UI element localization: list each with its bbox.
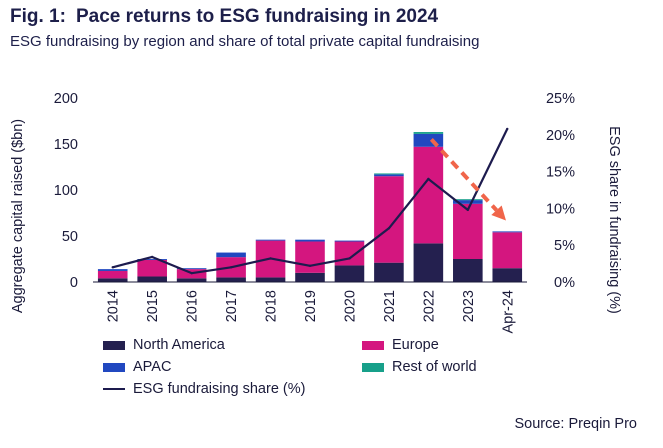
- y2-tick-label: 15%: [546, 165, 575, 181]
- bar-apac: [216, 252, 246, 258]
- bar-north-america: [374, 262, 404, 282]
- x-tick-label: 2020: [342, 290, 358, 322]
- figure-number: Fig. 1:: [10, 6, 66, 27]
- bar-apac: [295, 239, 325, 242]
- figure-title: Fig. 1: Pace returns to ESG fundraising i…: [10, 6, 438, 28]
- bar-north-america: [413, 243, 444, 282]
- bar-north-america: [453, 259, 483, 282]
- bar-apac: [334, 240, 365, 242]
- x-tick-label: 2022: [421, 290, 437, 322]
- x-tick-label: 2016: [185, 290, 201, 322]
- bar-rest-of-world: [374, 173, 404, 175]
- y2-tick-label: 20%: [546, 128, 575, 144]
- bar-europe: [295, 241, 325, 273]
- source-note: Source: Preqin Pro: [514, 416, 637, 432]
- x-tick-label: 2017: [224, 290, 240, 322]
- bar-apac: [453, 200, 483, 204]
- x-tick-label: 2015: [145, 290, 161, 322]
- bar-europe: [413, 146, 444, 244]
- bar-europe: [97, 270, 128, 279]
- esg-share-point: [190, 271, 193, 275]
- bar-rest-of-world: [413, 132, 444, 134]
- bar-north-america: [255, 277, 286, 282]
- esg-share-point: [466, 208, 470, 212]
- y-axis-title: Aggregate capital raised ($bn): [10, 119, 26, 313]
- y2-tick-label: 0%: [554, 275, 575, 291]
- figure-title-text: Pace returns to ESG fundraising in 2024: [75, 6, 439, 27]
- y-tick-label: 100: [54, 183, 78, 199]
- bar-north-america: [216, 277, 246, 282]
- esg-share-point: [269, 257, 272, 260]
- esg-share-point: [111, 266, 114, 269]
- x-tick-label: 2023: [461, 290, 477, 322]
- bar-rest-of-world: [453, 199, 483, 201]
- y-tick-label: 150: [54, 137, 78, 153]
- trend-arrow-head: [491, 205, 506, 221]
- bar-north-america: [176, 278, 207, 282]
- y-tick-label: 0: [70, 275, 78, 291]
- esg-share-point: [387, 227, 391, 230]
- bar-apac: [176, 268, 207, 270]
- bar-apac: [255, 239, 286, 241]
- y-tick-label: 50: [62, 229, 78, 245]
- y-tick-label: 200: [54, 91, 78, 107]
- bar-europe: [334, 241, 365, 266]
- esg-share-point: [150, 255, 154, 259]
- bar-north-america: [137, 276, 167, 282]
- bar-north-america: [295, 272, 325, 282]
- trend-arrow-shaft: [429, 138, 498, 212]
- bar-apac: [137, 259, 167, 260]
- x-tick-label: 2021: [382, 290, 398, 322]
- bar-north-america: [492, 268, 523, 282]
- bar-north-america: [97, 278, 128, 282]
- bar-apac: [97, 269, 128, 271]
- esg-share-point: [506, 127, 509, 131]
- y2-tick-label: 25%: [546, 91, 575, 107]
- bar-north-america: [334, 265, 365, 282]
- y2-tick-label: 5%: [554, 238, 575, 254]
- bar-apac: [492, 231, 523, 233]
- x-tick-label: Apr-24: [500, 290, 516, 334]
- esg-share-point: [229, 266, 233, 269]
- bar-apac: [374, 174, 404, 177]
- bar-europe: [453, 203, 483, 259]
- x-tick-label: 2014: [106, 290, 122, 322]
- bar-europe: [137, 259, 167, 277]
- bar-europe: [492, 232, 523, 269]
- esg-share-point: [427, 177, 430, 181]
- figure-subtitle: ESG fundraising by region and share of t…: [10, 33, 480, 50]
- x-tick-label: 2019: [303, 290, 319, 322]
- y2-tick-label: 10%: [546, 201, 575, 217]
- x-tick-label: 2018: [264, 290, 280, 322]
- esg-share-point: [308, 264, 312, 268]
- esg-share-point: [348, 257, 351, 260]
- y2-axis-title: ESG share in fundraising (%): [606, 126, 622, 314]
- bar-europe: [374, 176, 404, 263]
